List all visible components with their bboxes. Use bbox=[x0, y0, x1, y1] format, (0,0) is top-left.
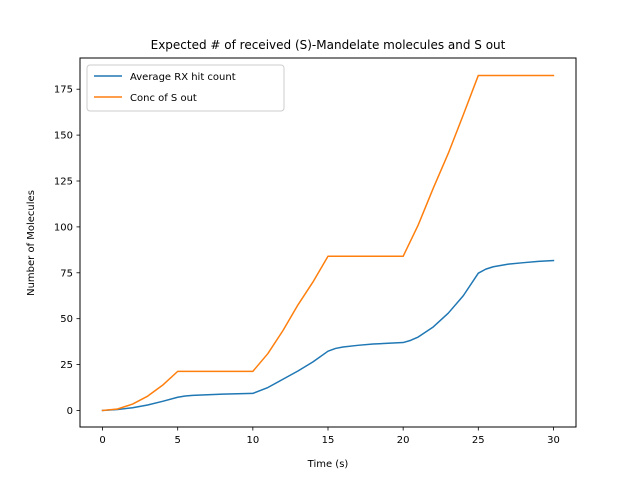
legend-label-rx: Average RX hit count bbox=[130, 72, 236, 83]
y-tick-label: 25 bbox=[60, 360, 73, 371]
y-tick-label: 150 bbox=[54, 131, 73, 142]
x-tick-label: 0 bbox=[99, 435, 105, 446]
x-tick-label: 20 bbox=[397, 435, 410, 446]
legend-box bbox=[86, 64, 285, 112]
y-tick-label: 100 bbox=[54, 222, 73, 233]
series-line-0 bbox=[101, 259, 555, 412]
x-tick-label: 25 bbox=[472, 435, 485, 446]
series-line-1 bbox=[101, 74, 555, 412]
y-tick-label: 175 bbox=[54, 85, 73, 96]
x-tick-label: 5 bbox=[175, 435, 181, 446]
y-tick-label: 0 bbox=[67, 406, 73, 417]
legend-label-s-out: Conc of S out bbox=[130, 93, 197, 104]
x-tick-label: 30 bbox=[547, 435, 560, 446]
y-axis-label: Number of Molecules bbox=[26, 190, 37, 296]
plot-frame bbox=[79, 57, 577, 428]
series-layer bbox=[101, 74, 555, 412]
y-ticks: 0 25 50 75 100 125 150 175 bbox=[54, 85, 80, 417]
x-axis-label: Time (s) bbox=[307, 459, 349, 470]
y-tick-label: 125 bbox=[54, 177, 73, 188]
x-ticks: 0 5 10 15 20 25 30 bbox=[99, 427, 560, 446]
chart-title: Expected # of received (S)-Mandelate mol… bbox=[151, 38, 506, 52]
y-tick-label: 50 bbox=[60, 314, 73, 325]
legend: Average RX hit count Conc of S out bbox=[86, 64, 285, 112]
x-tick-label: 10 bbox=[246, 435, 259, 446]
x-tick-label: 15 bbox=[322, 435, 335, 446]
y-tick-label: 75 bbox=[60, 268, 73, 279]
